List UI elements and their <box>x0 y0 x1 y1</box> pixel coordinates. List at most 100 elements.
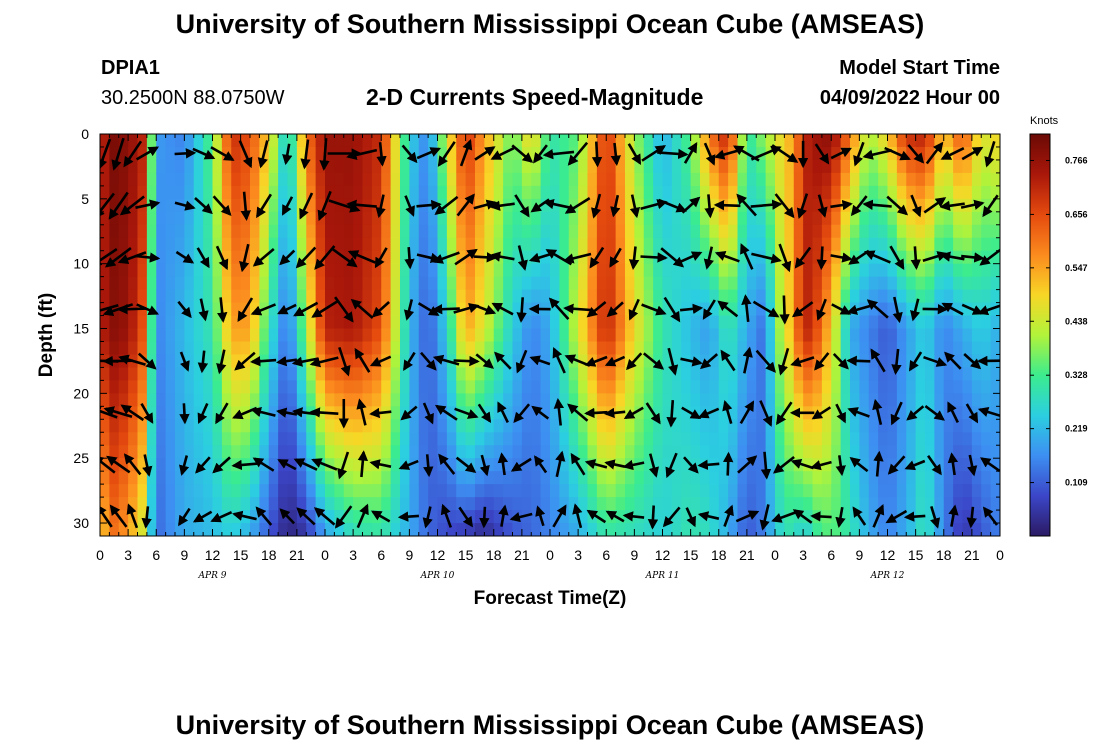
heatmap-cell <box>671 523 682 536</box>
heatmap-cell <box>550 134 560 148</box>
heatmap-cell <box>334 406 345 420</box>
heatmap-cell <box>343 432 354 446</box>
heatmap-cell <box>306 510 317 524</box>
heatmap-cell <box>831 134 842 148</box>
current-vector-arrow <box>794 246 812 269</box>
current-vector-arrow <box>910 246 922 270</box>
heatmap-cell <box>259 224 270 239</box>
colorbar-tick-label: 0.219 <box>1065 424 1088 434</box>
heatmap-cell <box>625 198 635 213</box>
heatmap-cell <box>906 146 917 161</box>
heatmap-cell <box>625 419 635 433</box>
heatmap-cell <box>165 263 176 278</box>
heatmap-cell <box>653 523 664 536</box>
heatmap-cell <box>625 237 635 252</box>
heatmap-cell <box>371 263 382 278</box>
heatmap-cell <box>634 419 645 433</box>
heatmap-cell <box>746 406 757 420</box>
heatmap-cell <box>465 224 476 239</box>
heatmap-cell <box>681 393 692 407</box>
heatmap-cell <box>306 172 317 187</box>
heatmap-cell <box>896 341 907 356</box>
heatmap-cell <box>146 341 157 356</box>
heatmap-cell <box>868 367 879 381</box>
heatmap-cell <box>268 302 279 317</box>
heatmap-cell <box>746 432 757 446</box>
heatmap-cell <box>990 159 1000 174</box>
heatmap-cell <box>803 276 814 291</box>
heatmap-cell <box>521 393 532 407</box>
heatmap-cell <box>925 328 935 343</box>
heatmap-cell <box>578 406 589 420</box>
heatmap-cell <box>756 354 767 369</box>
current-vector-arrow <box>750 199 783 210</box>
heatmap-cell <box>484 419 495 433</box>
heatmap-cell <box>596 263 607 278</box>
heatmap-cell <box>400 250 410 265</box>
heatmap-cell <box>587 419 598 433</box>
heatmap-cell <box>681 484 692 498</box>
heatmap-cell <box>334 315 345 330</box>
heatmap-cell <box>278 211 289 226</box>
heatmap-cell <box>287 328 298 343</box>
x-tick-label: 6 <box>602 547 610 563</box>
heatmap-cell <box>353 471 364 485</box>
heatmap-cell <box>100 445 110 459</box>
heatmap-cell <box>934 159 945 174</box>
heatmap-cell <box>250 484 260 498</box>
heatmap-cell <box>681 263 692 278</box>
heatmap-cell <box>728 406 739 420</box>
heatmap-cell <box>221 497 232 511</box>
heatmap-cell <box>390 315 401 330</box>
heatmap-cell <box>746 134 757 148</box>
heatmap-cell <box>296 185 307 200</box>
heatmap-cell <box>475 510 485 524</box>
heatmap-cell <box>428 497 439 511</box>
heatmap-cell <box>521 224 532 239</box>
heatmap-cell <box>934 276 945 291</box>
heatmap-cell <box>671 484 682 498</box>
heatmap-cell <box>578 159 589 174</box>
heatmap-cell <box>306 237 317 252</box>
heatmap-cell <box>550 315 560 330</box>
heatmap-cell <box>568 276 579 291</box>
heatmap-cell <box>840 328 851 343</box>
heatmap-cell <box>775 484 785 498</box>
heatmap-cell <box>409 380 420 394</box>
date-label: APR 11 <box>645 571 680 581</box>
heatmap-cell <box>765 237 776 252</box>
heatmap-cell <box>540 510 551 524</box>
heatmap-cell <box>409 523 420 536</box>
heatmap-cell <box>943 224 954 239</box>
heatmap-cell <box>428 263 439 278</box>
heatmap-cell <box>925 159 935 174</box>
heatmap-cell <box>390 263 401 278</box>
heatmap-cell <box>784 367 795 381</box>
colorbar-tick-label: 0.766 <box>1065 155 1088 165</box>
heatmap-cell <box>803 302 814 317</box>
heatmap-cell <box>925 276 935 291</box>
current-vector-arrow <box>210 146 235 161</box>
heatmap-cell <box>146 263 157 278</box>
current-vector-arrow <box>703 246 714 270</box>
current-vector-arrow <box>735 510 760 523</box>
heatmap-cell <box>493 276 504 291</box>
heatmap-cell <box>193 159 204 174</box>
heatmap-cell <box>390 146 401 161</box>
heatmap-cell <box>146 315 157 330</box>
heatmap-cell <box>596 146 607 161</box>
current-vector-arrow <box>296 507 316 526</box>
heatmap-cell <box>259 471 270 485</box>
heatmap-cell <box>606 276 617 291</box>
heatmap-cell <box>662 328 673 343</box>
heatmap-cell <box>700 497 710 511</box>
heatmap-cell <box>156 172 167 187</box>
heatmap-cell <box>596 523 607 536</box>
heatmap-cell <box>381 328 392 343</box>
heatmap-cell <box>287 250 298 265</box>
heatmap-cell <box>840 134 851 148</box>
heatmap-cell <box>203 419 214 433</box>
current-vector-arrow <box>891 348 902 375</box>
heatmap-cell <box>821 224 832 239</box>
heatmap-cell <box>250 315 260 330</box>
